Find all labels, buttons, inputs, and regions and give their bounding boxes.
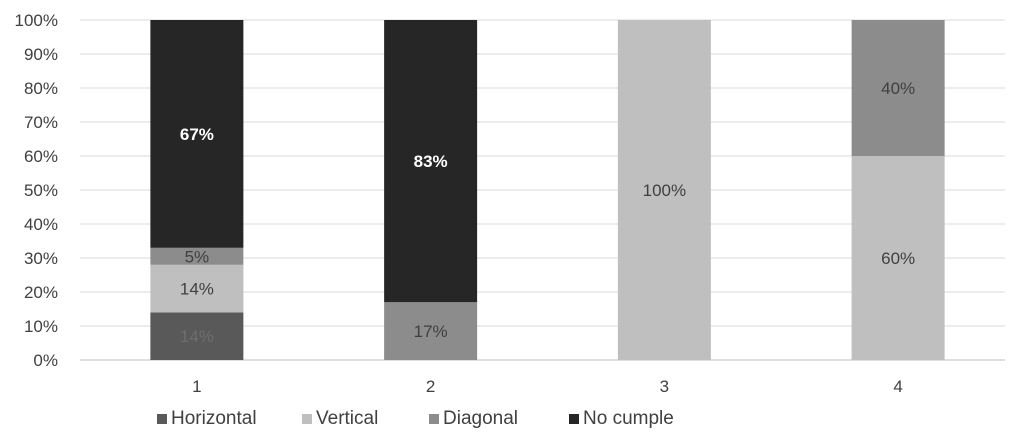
data-label: 67% [180,125,214,144]
legend-swatch [157,414,167,424]
legend: Horizontal Vertical Diagonal No cumple [157,408,674,429]
data-labels: 14% 14% 5% 67% 17% 83% 100% 60% 40% [180,79,915,346]
legend-swatch [302,414,312,424]
x-axis-ticks: 1 2 3 4 [192,377,903,396]
bar-segment [384,20,478,303]
bar-segment [617,20,711,360]
bar-segment [150,247,244,265]
x-tick-label: 1 [192,377,201,396]
y-tick-label: 80% [24,79,58,98]
y-tick-label: 90% [24,45,58,64]
x-tick-label: 2 [426,377,435,396]
y-tick-label: 60% [24,147,58,166]
x-tick-label: 4 [893,377,902,396]
bars [150,20,945,360]
data-label: 100% [643,181,686,200]
data-label: 83% [414,152,448,171]
y-tick-label: 0% [33,351,58,370]
legend-label: Horizontal [171,408,257,429]
bar-segment [851,156,945,360]
bar-segment [851,20,945,156]
y-tick-label: 70% [24,113,58,132]
bar-segment [150,312,244,360]
y-tick-label: 100% [15,11,58,30]
y-tick-label: 50% [24,181,58,200]
y-axis-ticks: 0% 10% 20% 30% 40% 50% 60% 70% 80% 90% 100% [15,11,58,370]
legend-swatch [569,414,579,424]
data-label: 5% [185,247,210,266]
legend-swatch [429,414,439,424]
y-tick-label: 20% [24,283,58,302]
data-label: 14% [180,280,214,299]
legend-label: Diagonal [443,408,518,429]
bar-segment [150,264,244,313]
y-tick-label: 40% [24,215,58,234]
data-label: 40% [881,79,915,98]
x-tick-label: 3 [660,377,669,396]
bar-segment [150,20,244,248]
legend-label: Vertical [316,408,378,429]
data-label: 17% [414,322,448,341]
y-tick-label: 10% [24,317,58,336]
data-label: 60% [881,249,915,268]
bar-segment [384,302,478,360]
legend-label: No cumple [583,408,674,429]
y-tick-label: 30% [24,249,58,268]
data-label: 14% [180,327,214,346]
